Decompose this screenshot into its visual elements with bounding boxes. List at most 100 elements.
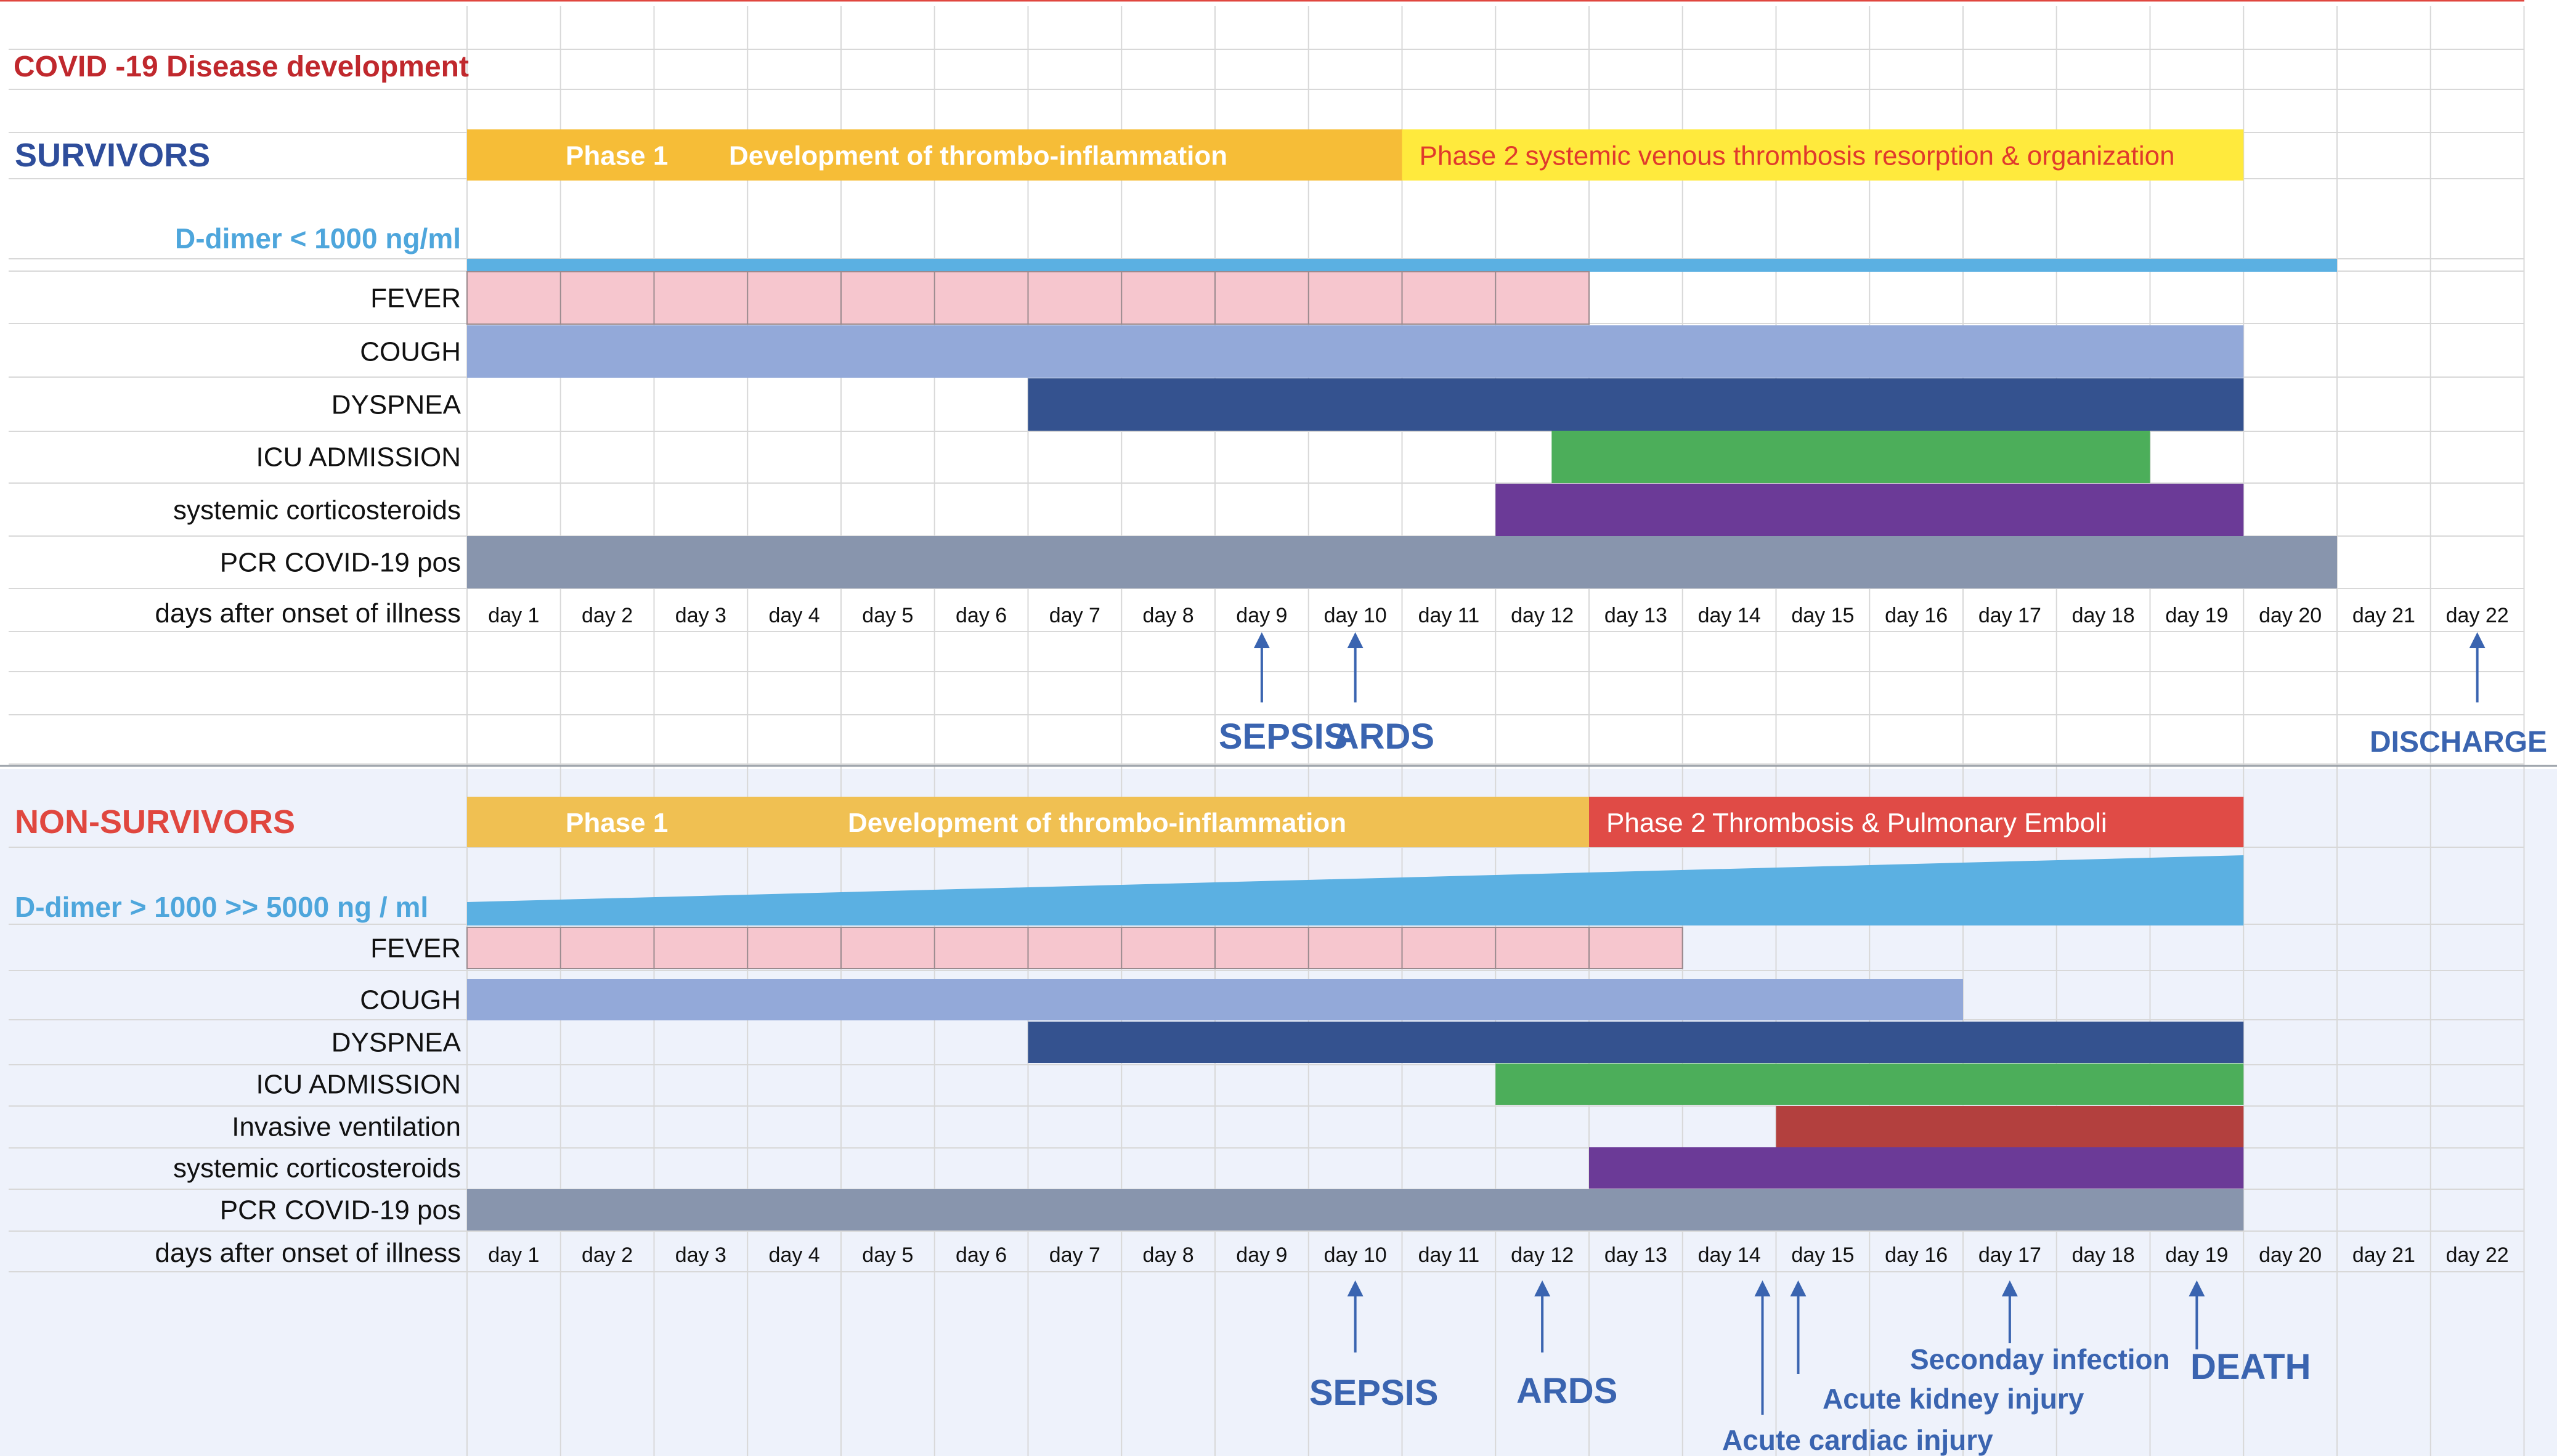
x-axis-label: days after onset of illness [155,1238,461,1268]
phase-1-bar [467,129,1402,181]
bar-dyspnea [1028,378,2244,431]
tick-label: day 3 [675,1243,726,1267]
tick-label: day 21 [2352,1243,2415,1267]
phase-2-label: systemic venous thrombosis resorption & … [1526,141,2175,171]
tick-label: day 4 [769,604,820,627]
ddimer-wedge [467,855,2244,925]
tick-label: day 4 [769,1243,820,1267]
event-label-sepsis: SEPSIS [1219,717,1348,757]
tick-label: day 12 [1511,604,1574,627]
fever-outline [466,927,1683,969]
phase-2-name: Phase 2 [1606,808,1705,838]
bar-cough [467,325,2244,378]
event-label-seconday-infection: Seconday infection [1910,1343,2170,1375]
phase-2-name: Phase 2 [1420,141,1519,171]
tick-label: day 14 [1698,604,1761,627]
tick-label: day 7 [1049,604,1100,627]
tick-label: day 20 [2259,604,2322,627]
ddimer-bar [467,259,2337,272]
row-label-invasive-ventilation: Invasive ventilation [232,1112,461,1142]
event-arrowhead [2189,1280,2205,1296]
bar-invasive-ventilation [1776,1106,2244,1147]
fever-outline [466,271,1590,325]
row-label-systemic-corticosteroids: systemic corticosteroids [173,1153,461,1184]
tick-label: day 8 [1143,1243,1194,1267]
tick-label: day 7 [1049,1243,1100,1267]
chart-marks [0,0,2557,1415]
ddimer-label: D-dimer < 1000 ng/ml [175,222,461,254]
phase-2-label: Thrombosis & Pulmonary Emboli [1712,808,2107,838]
tick-label: day 5 [862,1243,913,1267]
tick-label: day 12 [1511,1243,1574,1267]
bar-systemic-corticosteroids [1495,484,2244,536]
tick-label: day 13 [1604,1243,1667,1267]
tick-label: day 1 [488,604,539,627]
tick-label: day 2 [582,1243,633,1267]
phase-1-label: Development of thrombo-inflammation [848,808,1346,838]
row-label-cough: COUGH [360,337,461,367]
bar-fever [467,927,1683,969]
event-arrowhead [2469,632,2486,648]
tick-label: day 15 [1791,604,1854,627]
phase-2-bar [1589,797,2244,847]
tick-label: day 14 [1698,1243,1761,1267]
bar-pcr-covid-19-pos [467,1189,2244,1230]
tick-label: day 10 [1324,604,1387,627]
row-label-systemic-corticosteroids: systemic corticosteroids [173,495,461,526]
tick-label: day 3 [675,604,726,627]
event-arrowhead [1534,1280,1551,1296]
tick-label: day 18 [2072,1243,2135,1267]
event-arrowhead [1347,1280,1364,1296]
tick-label: day 17 [1978,604,2041,627]
phase-1-name: Phase 1 [566,808,668,838]
phase-1-name: Phase 1 [566,141,668,171]
phase-1-label: Development of thrombo-inflammation [729,141,1227,171]
row-label-dyspnea: DYSPNEA [331,390,461,420]
tick-label: day 17 [1978,1243,2041,1267]
tick-label: day 22 [2446,1243,2509,1267]
event-label-sepsis: SEPSIS [1309,1373,1439,1413]
row-label-pcr-covid-19-pos: PCR COVID-19 pos [220,548,461,578]
bar-cough [467,979,1963,1020]
event-label-discharge: DISCHARGE [2370,726,2547,759]
bar-dyspnea [1028,1022,2244,1063]
tick-label: day 22 [2446,604,2509,627]
tick-label: day 18 [2072,604,2135,627]
bar-icu-admission [1551,431,2150,483]
tick-label: day 2 [582,604,633,627]
event-arrowhead [1754,1280,1771,1296]
row-label-dyspnea: DYSPNEA [331,1028,461,1058]
tick-label: day 19 [2165,604,2228,627]
tick-label: day 16 [1885,604,1948,627]
x-axis-label: days after onset of illness [155,598,461,628]
tick-label: day 6 [956,604,1007,627]
event-label-death: DEATH [2190,1347,2311,1387]
tick-label: day 16 [1885,1243,1948,1267]
event-arrowhead [1347,632,1364,648]
event-arrowhead [1253,632,1270,648]
row-label-icu-admission: ICU ADMISSION [256,442,461,473]
tick-label: day 20 [2259,1243,2322,1267]
row-label-fever: FEVER [370,933,461,964]
phase-2-bar [1402,129,2244,181]
row-label-fever: FEVER [370,283,461,314]
tick-label: day 8 [1143,604,1194,627]
event-label-ards: ARDS [1516,1371,1617,1411]
tick-label: day 11 [1418,1243,1480,1267]
row-label-icu-admission: ICU ADMISSION [256,1070,461,1100]
phase-1-bar [467,797,1589,847]
ddimer-label: D-dimer > 1000 >> 5000 ng / ml [15,891,428,923]
bar-systemic-corticosteroids [1589,1147,2244,1189]
row-label-cough: COUGH [360,985,461,1015]
tick-label: day 15 [1791,1243,1854,1267]
tick-label: day 10 [1324,1243,1387,1267]
event-label-acute-kidney-injury: Acute kidney injury [1823,1383,2084,1415]
tick-label: day 19 [2165,1243,2228,1267]
row-label-pcr-covid-19-pos: PCR COVID-19 pos [220,1195,461,1226]
tick-label: day 6 [956,1243,1007,1267]
bar-icu-admission [1495,1064,2244,1105]
chart-texts: COVID -19 Disease development SURVIVORS Ph… [14,51,2547,1456]
tick-label: day 5 [862,604,913,627]
section-label-non-survivors: NON-SURVIVORS [15,803,295,840]
